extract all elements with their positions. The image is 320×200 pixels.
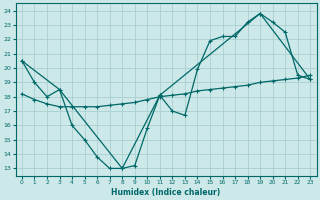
X-axis label: Humidex (Indice chaleur): Humidex (Indice chaleur): [111, 188, 221, 197]
